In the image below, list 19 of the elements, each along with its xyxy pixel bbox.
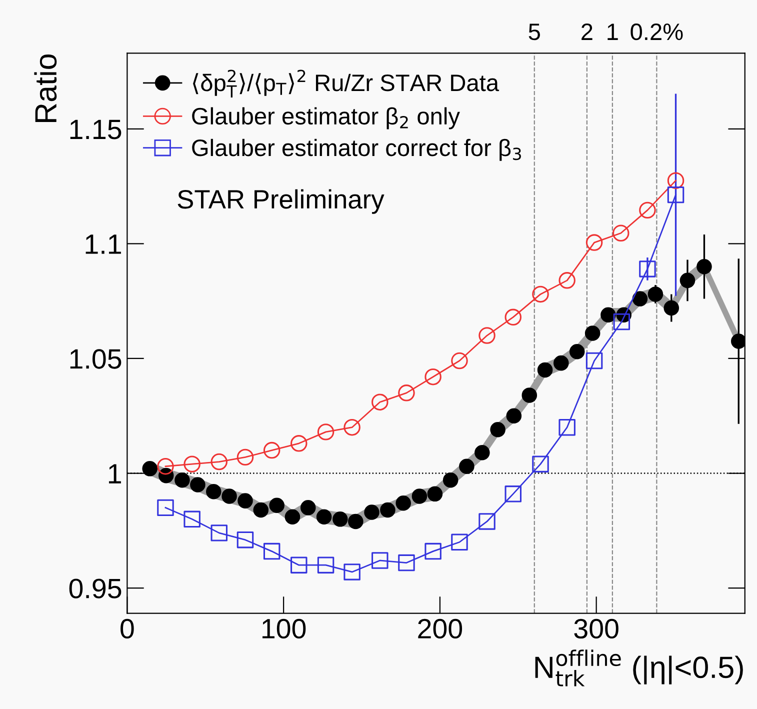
y-tick-label: 1.05: [70, 349, 122, 369]
legend-label: Glauber estimator β$_{2}$ only: [192, 107, 460, 130]
annotation: 1: [608, 24, 618, 40]
x-tick-label: 100: [262, 618, 306, 639]
y-axis-title: Ratio: [34, 54, 57, 122]
y-tick-label: 1.1: [86, 234, 121, 254]
annotation: 0.2%: [630, 23, 683, 40]
y-tick-label: 1: [108, 464, 121, 484]
y-tick-label: 0.95: [69, 578, 122, 598]
text: N$^{offline}$$_{trk}$ (|η|<0.5): [535, 650, 743, 686]
x-tick-label: 300: [574, 618, 618, 639]
x-tick-label: 0: [120, 618, 134, 639]
annotation: STAR Preliminary: [178, 189, 384, 214]
legend-label: Glauber estimator correct for β$_{3}$: [192, 138, 521, 161]
y-tick-label: 1.15: [70, 120, 122, 140]
legend-label: ⟨δp$^{2}$$_{T}$⟩/⟨p$_{T}$⟩$^{2}$ Ru/Zr STAR Data: [193, 70, 500, 98]
x-tick-label: 200: [418, 618, 462, 639]
annotation: 5: [528, 24, 540, 40]
annotation: 2: [582, 23, 592, 40]
